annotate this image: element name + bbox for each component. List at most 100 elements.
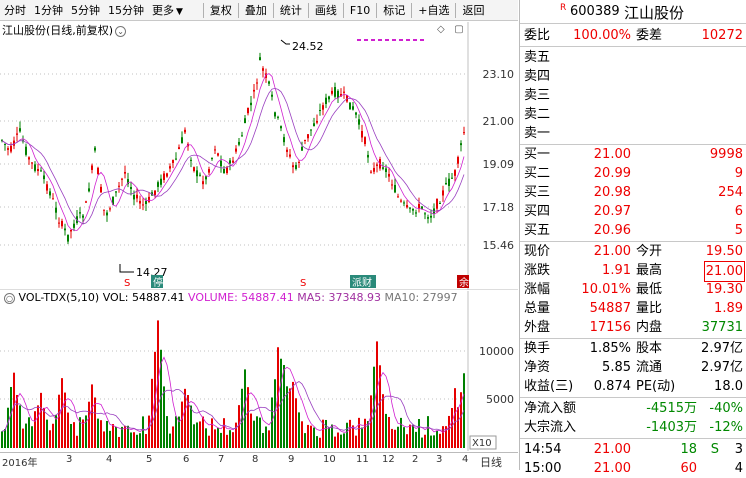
stats-row: 收益(三) 0.874 PE(动) 18.0 xyxy=(520,377,746,396)
candle-body xyxy=(412,208,414,211)
sell-row[interactable]: 卖四 xyxy=(520,67,746,86)
sell-row[interactable]: 卖一 xyxy=(520,124,746,143)
sell-row[interactable]: 卖五 xyxy=(520,48,746,67)
sell-row[interactable]: 卖三 xyxy=(520,86,746,105)
volume-bar xyxy=(424,434,426,448)
candle-body xyxy=(19,128,21,132)
quote-label: 总量 xyxy=(524,301,551,316)
candle-body xyxy=(322,105,324,110)
volume-bar xyxy=(220,432,222,448)
buy-row[interactable]: 买二 20.99 9 xyxy=(520,164,746,183)
volume-bar xyxy=(394,429,396,448)
buy-row[interactable]: 买五 20.96 5 xyxy=(520,221,746,240)
axis-label: 9 xyxy=(288,454,295,465)
volume-bar xyxy=(172,426,174,448)
candle-body xyxy=(106,212,108,216)
diamond-icon[interactable]: ◇ xyxy=(437,24,445,35)
volume-bar xyxy=(145,434,147,448)
flow-label: 大宗流入 xyxy=(524,420,577,435)
back-button[interactable]: 返回 xyxy=(462,4,485,17)
volume-bar xyxy=(124,425,126,448)
tick-count: 3 xyxy=(734,442,743,457)
volume-bar xyxy=(166,416,168,448)
mark-button[interactable]: 标记 xyxy=(383,4,406,17)
volume-bar xyxy=(379,365,381,448)
tab-15min[interactable]: 15分钟 xyxy=(108,4,144,17)
candle-body xyxy=(208,169,210,173)
add-watchlist-button[interactable]: +自选 xyxy=(418,4,450,17)
candle-body xyxy=(406,205,408,208)
volume-chart[interactable]: 10000 5000 X10 xyxy=(0,291,518,451)
candle-body xyxy=(259,57,261,61)
buy-label: 买五 xyxy=(524,223,551,238)
buy-volume: 6 xyxy=(734,204,743,219)
volume-bar xyxy=(457,407,459,448)
stats-button[interactable]: 统计 xyxy=(279,4,302,17)
candle-body xyxy=(166,173,168,177)
circle-icon[interactable]: ○ xyxy=(4,292,15,304)
candle-body xyxy=(31,162,33,164)
volume-bar xyxy=(31,426,33,448)
tick-time: 14:54 xyxy=(524,442,562,457)
f10-button[interactable]: F10 xyxy=(349,3,371,17)
chevron-down-circle-icon[interactable]: ⌄ xyxy=(115,25,127,37)
volume-bar xyxy=(412,424,414,448)
volume-bar xyxy=(127,425,129,448)
chart-title-text: 江山股份(日线,前复权) xyxy=(2,24,114,37)
volume-bar xyxy=(283,365,285,448)
day-period-button[interactable]: 日线 xyxy=(480,456,502,469)
candle-body xyxy=(358,119,360,125)
volume-bar xyxy=(415,431,417,448)
volume-bar xyxy=(115,427,117,448)
candle-body xyxy=(454,170,456,176)
axis-label: 12 xyxy=(382,454,395,465)
candle-body xyxy=(196,170,198,177)
candle-body xyxy=(289,154,291,157)
volume-bar xyxy=(142,416,144,448)
flow-value: -1403万 xyxy=(646,420,697,435)
tab-1min[interactable]: 1分钟 xyxy=(34,4,63,17)
tab-timeshare[interactable]: 分时 xyxy=(4,4,26,17)
volume-bar xyxy=(148,415,150,448)
draw-line-button[interactable]: 画线 xyxy=(314,4,337,17)
candle-body xyxy=(217,153,219,156)
buy-row[interactable]: 买一 21.00 9998 xyxy=(520,145,746,164)
candle-body xyxy=(292,165,294,168)
volume-bar xyxy=(256,416,258,448)
flow-percent: -12% xyxy=(709,420,743,435)
volume-bar xyxy=(64,392,66,448)
buy-row[interactable]: 买四 20.97 6 xyxy=(520,202,746,221)
y-tick-label: 21.00 xyxy=(483,115,515,128)
candle-body xyxy=(442,190,444,196)
volume-bar xyxy=(298,412,300,448)
overlay-button[interactable]: 叠加 xyxy=(244,4,267,17)
volume-bar xyxy=(334,436,336,448)
sell-row[interactable]: 卖二 xyxy=(520,105,746,124)
volume-bar xyxy=(160,349,162,448)
buy-row[interactable]: 买三 20.98 254 xyxy=(520,183,746,202)
volume-bar xyxy=(61,378,63,448)
tab-5min[interactable]: 5分钟 xyxy=(71,4,100,17)
settings-icon[interactable]: ▢ xyxy=(454,24,464,35)
fuquan-button[interactable]: 复权 xyxy=(209,4,232,17)
date-axis: 2016年 3 4 5 6 7 8 9 10 11 12 2 3 4 日线 xyxy=(0,452,518,470)
quote-value: 1.89 xyxy=(714,301,743,316)
volume-bar xyxy=(121,426,123,448)
buy-label: 买一 xyxy=(524,147,551,162)
event-marker: 停 xyxy=(153,276,163,289)
candle-body xyxy=(133,194,135,200)
candle-body xyxy=(118,185,120,187)
volume-bar xyxy=(181,401,183,448)
buy-label: 买三 xyxy=(524,185,551,200)
candle-body xyxy=(88,188,90,192)
ma5-line xyxy=(1,73,465,231)
volume-bar xyxy=(442,426,444,448)
stats-value: 1.85% xyxy=(589,341,631,356)
axis-label: 6 xyxy=(183,454,190,465)
candle-body xyxy=(181,137,183,144)
volume-bar xyxy=(214,429,216,448)
candle-body xyxy=(43,175,45,180)
more-menu[interactable]: 更多 ▼ xyxy=(148,2,187,18)
candle-body xyxy=(115,191,117,193)
